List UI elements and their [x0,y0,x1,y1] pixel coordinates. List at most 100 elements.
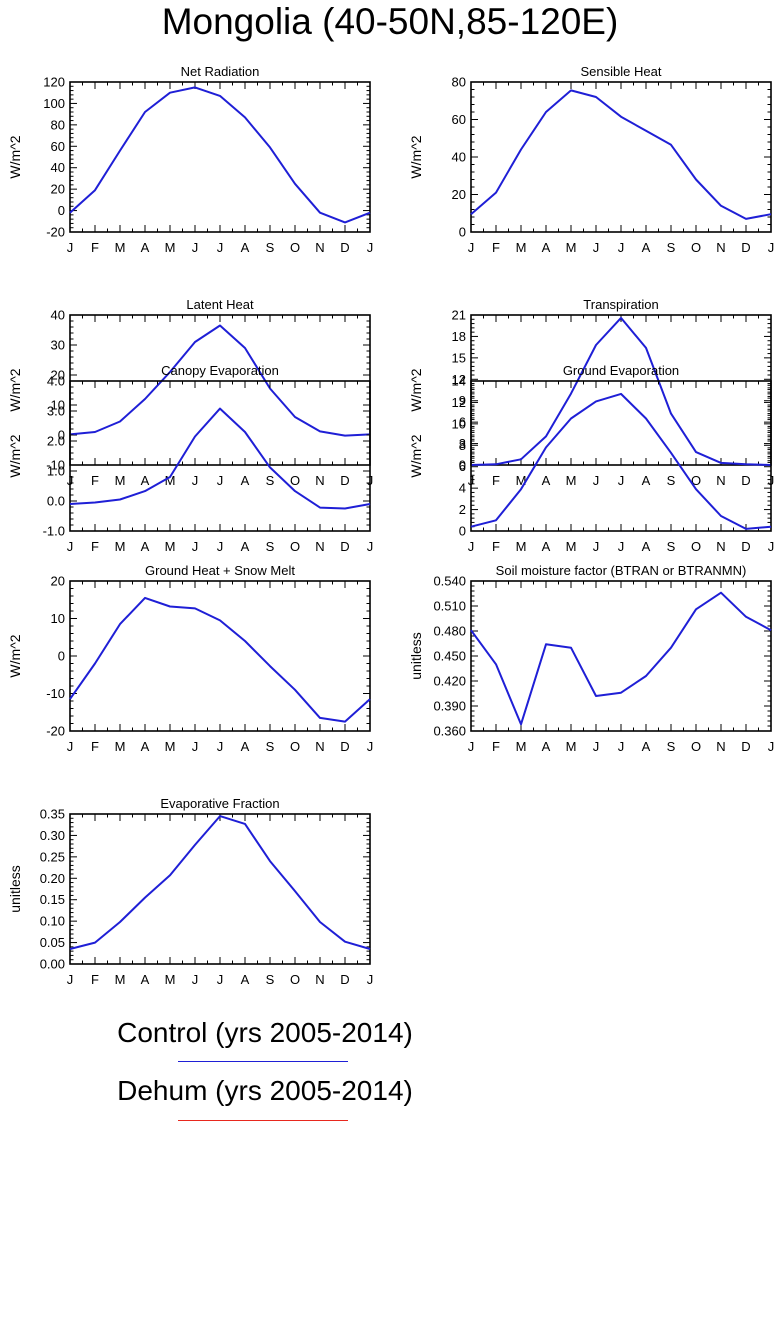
y-axis-label: W/m^2 [7,634,23,677]
x-tick-label: O [691,739,701,754]
legend-dehum-label: Dehum (yrs 2005-2014) [117,1075,413,1106]
x-tick-label: D [340,972,349,987]
x-tick-label: M [115,739,126,754]
series-line-control [470,591,772,726]
y-axis-label: unitless [408,632,424,679]
x-tick-label: J [768,539,775,554]
x-tick-label: A [241,972,250,987]
y-tick-label: 18 [452,329,466,344]
series-line-control [470,392,772,530]
y-tick-label: 4 [459,481,466,496]
x-tick-label: M [516,473,527,488]
chart-title: Ground Evaporation [563,363,679,378]
x-tick-label: J [217,539,224,554]
y-tick-label: 0 [459,524,466,539]
series-line-control [470,89,772,220]
series-line-control [470,316,772,466]
y-tick-label: 0.05 [40,935,65,950]
x-tick-label: N [716,539,725,554]
x-tick-label: A [542,473,551,488]
chart-title: Soil moisture factor (BTRAN or BTRANMN) [496,563,747,578]
series-line-control [69,815,371,950]
y-axis-label: W/m^2 [7,434,23,477]
y-tick-label: 4.0 [47,374,65,389]
x-tick-label: A [642,739,651,754]
page-title: Mongolia (40-50N,85-120E) [161,1,619,42]
y-axis-label: W/m^2 [408,135,424,178]
chart-title: Canopy Evaporation [161,363,279,378]
x-tick-label: J [468,739,475,754]
y-tick-label: 0.510 [433,599,466,614]
y-tick-label: 10 [452,416,466,431]
y-tick-label: 0.540 [433,574,466,589]
y-axis-label: W/m^2 [7,135,23,178]
x-tick-label: J [593,539,600,554]
y-tick-label: 0 [58,428,65,443]
x-tick-label: A [141,473,150,488]
chart-title: Sensible Heat [581,64,662,79]
x-tick-label: O [691,539,701,554]
y-tick-label: 100 [43,96,65,111]
x-tick-label: J [217,972,224,987]
x-tick-label: A [241,240,250,255]
series-line-control [69,596,371,723]
legend-control-line [178,1061,348,1062]
y-tick-label: 20 [51,368,65,383]
x-tick-label: N [716,240,725,255]
x-tick-label: S [266,539,275,554]
y-tick-label: 2 [459,502,466,517]
chart-title: Latent Heat [186,297,254,312]
y-tick-label: -20 [46,724,65,739]
y-tick-label: 0.450 [433,649,466,664]
y-tick-label: 3.0 [47,404,65,419]
x-tick-label: D [741,240,750,255]
y-tick-label: 0.20 [40,871,65,886]
x-tick-label: D [741,539,750,554]
x-tick-label: M [566,739,577,754]
plot-frame [470,380,772,532]
x-tick-label: S [266,972,275,987]
plot-frame [69,813,371,965]
y-tick-label: -10 [46,686,65,701]
x-tick-label: J [217,739,224,754]
x-tick-label: J [468,539,475,554]
x-tick-label: D [340,240,349,255]
x-tick-label: A [241,739,250,754]
y-tick-label: 0.25 [40,849,65,864]
chart-title: Ground Heat + Snow Melt [145,563,295,578]
x-tick-label: D [741,473,750,488]
x-tick-label: A [241,539,250,554]
series-line-control [69,324,371,437]
x-tick-label: A [542,739,551,754]
x-tick-label: F [91,539,99,554]
y-tick-label: 0.360 [433,724,466,739]
y-tick-label: 0.390 [433,699,466,714]
y-tick-label: 120 [43,75,65,90]
x-tick-label: D [340,473,349,488]
y-tick-label: 20 [452,187,466,202]
x-tick-label: F [91,473,99,488]
x-tick-label: F [91,739,99,754]
x-tick-label: J [618,739,625,754]
x-tick-label: O [290,240,300,255]
x-tick-label: J [468,240,475,255]
x-tick-label: J [192,972,199,987]
x-tick-label: A [241,473,250,488]
y-tick-label: -20 [46,225,65,240]
x-tick-label: J [192,240,199,255]
x-tick-label: J [67,739,74,754]
x-tick-label: J [618,473,625,488]
y-tick-label: 30 [51,338,65,353]
x-tick-label: J [192,539,199,554]
x-tick-label: S [266,473,275,488]
x-tick-label: M [516,539,527,554]
y-tick-label: 0.30 [40,828,65,843]
x-tick-label: F [492,240,500,255]
x-tick-label: J [367,739,374,754]
x-tick-label: A [141,739,150,754]
x-tick-label: O [290,972,300,987]
